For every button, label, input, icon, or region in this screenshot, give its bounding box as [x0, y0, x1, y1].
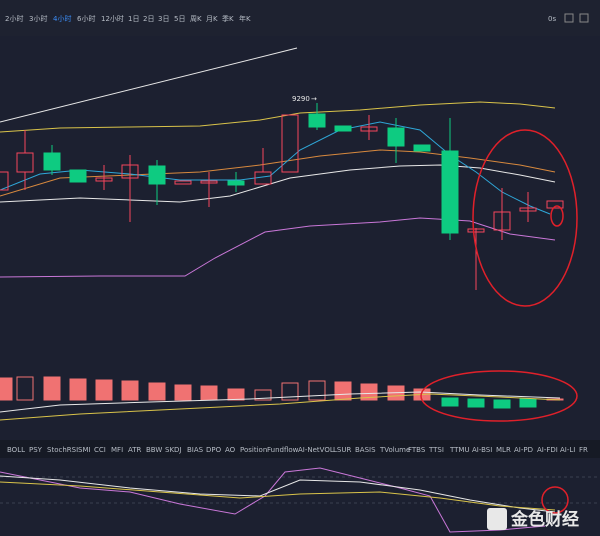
volume-ma	[0, 393, 561, 421]
volume-bar	[308, 380, 326, 401]
annotation-ellipse	[541, 486, 569, 514]
annotation-ellipse	[472, 129, 578, 307]
indicator-tab[interactable]: MFI	[111, 446, 123, 454]
volume-bar	[227, 388, 245, 401]
indicator-tab[interactable]: FR	[579, 446, 588, 454]
fast-ma	[0, 121, 551, 215]
interval-tab[interactable]: 周K	[190, 15, 202, 23]
volume-bar	[148, 382, 166, 401]
interval-tab[interactable]: 年K	[239, 14, 251, 23]
volume-ma	[0, 391, 561, 413]
indicator-tab[interactable]: AI-PD	[514, 446, 533, 454]
volume-bar	[43, 376, 61, 401]
lower-band	[0, 217, 556, 278]
indicator-tab[interactable]: LSUR	[333, 446, 351, 454]
green-candles	[43, 103, 459, 240]
indicator-line	[0, 481, 556, 511]
volume-bar	[493, 399, 511, 409]
indicator-tab[interactable]: TTSI	[428, 446, 444, 454]
red-candles	[0, 114, 564, 290]
indicator-pane	[0, 458, 600, 536]
indicator-tab[interactable]: Fundflow	[267, 446, 299, 454]
trend-line	[0, 47, 298, 123]
arrow: →	[311, 95, 317, 103]
annotation-ellipse	[420, 370, 578, 422]
indicator-tab[interactable]: MLR	[496, 446, 511, 454]
indicator-tab[interactable]: TTMU	[449, 446, 470, 454]
volume-bar	[519, 398, 537, 408]
ma-line	[0, 149, 556, 197]
volume-bar	[334, 381, 352, 401]
volume-bar	[0, 377, 13, 401]
indicator-tab[interactable]: FTBS	[408, 446, 426, 454]
indicator-tab[interactable]: ATR	[128, 446, 142, 454]
indicator-tab[interactable]: Position	[240, 446, 267, 454]
interval-tab[interactable]: 2日	[143, 15, 154, 23]
volume-bar	[174, 384, 192, 401]
volume-bar	[360, 383, 378, 401]
volume-bar	[281, 382, 299, 401]
indicator-tabs: BOLL PSY StochRSI SMI CCI MFI ATR BBW SKDJ BIAS DP…	[7, 446, 588, 454]
indicator-tab[interactable]: BASIS	[355, 446, 376, 454]
indicator-tab[interactable]: SMI	[78, 446, 91, 454]
watermark: 金色财经	[510, 509, 579, 530]
volume-bar	[16, 376, 34, 401]
volume-bars	[0, 376, 564, 409]
upper-band	[0, 101, 556, 133]
indicator-tab[interactable]: AI-FDI	[537, 446, 558, 454]
interval-tabs: 2小时 3小时 4小时 6小时 12小时 1日 2日 3日 5日 周K 月K 季K 年K	[5, 14, 251, 23]
logo	[487, 508, 507, 530]
volume-bar	[200, 385, 218, 401]
indicator-tab[interactable]: AI-LI	[560, 446, 575, 454]
main-pane	[0, 36, 600, 366]
annotation-ellipse	[550, 205, 564, 227]
icon[interactable]	[564, 13, 574, 23]
indicator-tab[interactable]: PSY	[29, 446, 43, 454]
interval-tab[interactable]: 季K	[222, 14, 234, 23]
indicator-tab[interactable]: BOLL	[7, 446, 25, 454]
price-label: 9290	[292, 95, 310, 103]
indicator-tab[interactable]: BIAS	[187, 446, 204, 454]
indicator-tab[interactable]: AI-NetVOL	[298, 446, 334, 454]
indicator-tab[interactable]: TVolume	[379, 446, 410, 454]
interval-tab[interactable]: 6小时	[77, 14, 95, 23]
volume-bar	[254, 389, 272, 401]
interval-tab[interactable]: 12小时	[101, 14, 124, 23]
interval-tab[interactable]: 3日	[158, 15, 169, 23]
indicator-line	[0, 475, 556, 513]
indicator-tab[interactable]: AI-BSI	[472, 446, 492, 454]
interval-tab[interactable]: 2小时	[5, 14, 23, 23]
indicator-tab[interactable]: DPO	[206, 446, 222, 454]
volume-bar	[467, 398, 485, 408]
indicator-tab[interactable]: AO	[225, 446, 236, 454]
interval-tab[interactable]: 4小时	[53, 14, 71, 23]
timer: 0s	[548, 15, 556, 23]
volume-bar	[441, 397, 459, 407]
indicator-tab[interactable]: StochRSI	[47, 446, 78, 454]
interval-tab[interactable]: 1日	[128, 15, 139, 23]
icon[interactable]	[579, 13, 589, 23]
indicator-tab[interactable]: CCI	[94, 446, 106, 454]
indicator-tab[interactable]: SKDJ	[165, 446, 182, 454]
toolbar	[0, 0, 600, 36]
interval-tab[interactable]: 3小时	[29, 14, 47, 23]
interval-tab[interactable]: 月K	[206, 15, 218, 23]
mid-band	[0, 164, 556, 203]
volume-bar	[95, 379, 113, 401]
indicator-tab[interactable]: BBW	[146, 446, 162, 454]
volume-bar	[121, 380, 139, 401]
indicator-line	[0, 467, 546, 533]
volume-bar	[69, 378, 87, 401]
interval-tab[interactable]: 5日	[174, 15, 185, 23]
